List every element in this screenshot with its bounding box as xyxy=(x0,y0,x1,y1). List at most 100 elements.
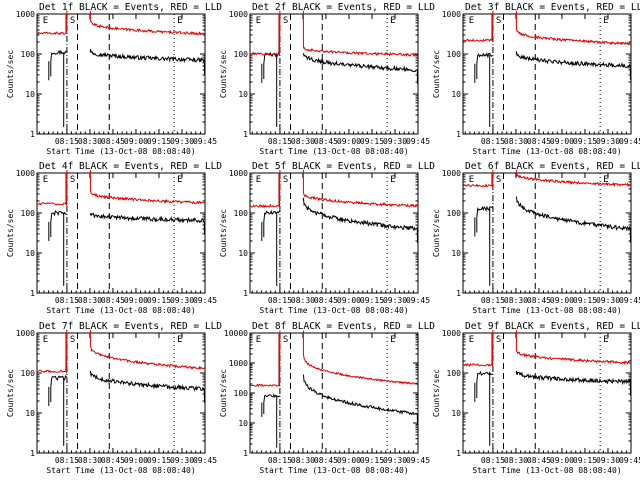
time-marker-label: E xyxy=(177,16,182,26)
y-tick-label: 1000 xyxy=(16,10,35,19)
x-axis-label: Start Time (13-Oct-08 08:08:40) xyxy=(472,147,621,156)
events-series-line xyxy=(302,53,418,84)
x-tick-label: 09:15 xyxy=(360,296,384,305)
x-tick-label: 09:30 xyxy=(596,137,620,146)
y-tick-label: 1000 xyxy=(16,329,35,338)
panel-1: Det 1f BLACK = Events, RED = LLD 1 10 100 10… xyxy=(6,2,222,156)
x-tick-label: 08:15 xyxy=(481,137,505,146)
time-marker-label: E xyxy=(256,16,261,26)
x-tick-label: 08:30 xyxy=(504,456,528,465)
time-marker-label: S xyxy=(283,335,288,345)
x-tick-label: 08:15 xyxy=(55,456,79,465)
time-marker-label: E xyxy=(43,335,48,345)
x-tick-label: 09:45 xyxy=(193,456,217,465)
y-tick-label: 1 xyxy=(456,289,461,298)
panel-2: Det 2f BLACK = Events, RED = LLD 1 10 100 10… xyxy=(219,2,435,156)
x-tick-label: 09:30 xyxy=(383,296,407,305)
x-tick-label: 09:15 xyxy=(573,137,597,146)
x-tick-label: 09:15 xyxy=(360,137,384,146)
x-tick-label: 08:45 xyxy=(314,137,338,146)
lld-series-line xyxy=(37,329,68,374)
y-tick-label: 100 xyxy=(234,209,249,218)
y-tick-label: 1 xyxy=(456,130,461,139)
panel-4: Det 4f BLACK = Events, RED = LLD 1 10 100 10… xyxy=(6,161,222,315)
time-marker-label: E xyxy=(390,335,395,345)
y-tick-label: 1000 xyxy=(229,359,248,368)
x-tick-label: 08:45 xyxy=(314,456,338,465)
y-tick-label: 10 xyxy=(451,409,461,418)
time-marker-label: S xyxy=(496,335,501,345)
x-tick-label: 09:00 xyxy=(337,296,361,305)
lld-series-line xyxy=(302,330,418,385)
plot-frame xyxy=(36,13,206,135)
time-marker-label: E xyxy=(390,175,395,185)
plot-frame xyxy=(36,332,206,454)
lld-series-line xyxy=(515,329,631,366)
y-tick-label: 10 xyxy=(451,90,461,99)
x-tick-label: 09:45 xyxy=(406,137,430,146)
lld-series-line xyxy=(302,169,418,208)
time-marker-label: E xyxy=(469,16,474,26)
y-tick-label: 10 xyxy=(25,249,35,258)
events-series-line xyxy=(263,393,280,414)
x-tick-label: 09:30 xyxy=(170,137,194,146)
x-tick-label: 08:15 xyxy=(268,137,292,146)
y-tick-label: 1000 xyxy=(442,169,461,178)
x-tick-label: 08:30 xyxy=(78,137,102,146)
y-tick-label: 1000 xyxy=(229,10,248,19)
x-tick-label: 09:15 xyxy=(573,456,597,465)
x-tick-label: 08:15 xyxy=(481,456,505,465)
lld-series-line xyxy=(36,10,68,36)
x-tick-label: 08:45 xyxy=(101,137,125,146)
plot-frame xyxy=(462,172,632,294)
x-tick-label: 09:30 xyxy=(170,456,194,465)
x-tick-label: 08:15 xyxy=(268,456,292,465)
x-tick-label: 09:45 xyxy=(619,137,640,146)
events-series-line xyxy=(515,196,631,243)
x-tick-label: 09:30 xyxy=(596,456,620,465)
x-tick-label: 09:30 xyxy=(383,137,407,146)
x-axis-label: Start Time (13-Oct-08 08:08:40) xyxy=(472,466,621,475)
x-tick-label: 08:30 xyxy=(504,137,528,146)
time-marker-label: S xyxy=(496,175,501,185)
x-tick-label: 09:00 xyxy=(550,296,574,305)
panel-title: Det 8f BLACK = Events, RED = LLD xyxy=(252,321,435,332)
time-marker-label: E xyxy=(603,335,608,345)
panel-3: Det 3f BLACK = Events, RED = LLD 1 10 100 10… xyxy=(432,2,640,156)
x-tick-label: 09:45 xyxy=(619,456,640,465)
x-tick-label: 08:15 xyxy=(481,296,505,305)
x-tick-label: 09:15 xyxy=(360,456,384,465)
x-tick-label: 08:15 xyxy=(55,137,79,146)
time-marker-label: E xyxy=(43,16,48,26)
y-axis-label: Counts/sec xyxy=(6,209,15,257)
x-tick-label: 08:30 xyxy=(291,296,315,305)
y-tick-label: 10 xyxy=(238,90,248,99)
panel-title: Det 7f BLACK = Events, RED = LLD xyxy=(39,321,222,332)
y-tick-label: 100 xyxy=(234,50,249,59)
lld-series-line xyxy=(89,10,205,36)
x-tick-label: 08:45 xyxy=(101,456,125,465)
panel-title: Det 2f BLACK = Events, RED = LLD xyxy=(252,2,435,13)
plot-frame xyxy=(462,13,632,135)
x-tick-label: 09:00 xyxy=(550,456,574,465)
y-tick-label: 1 xyxy=(243,289,248,298)
y-axis-label: Counts/sec xyxy=(6,50,15,98)
lld-series-line xyxy=(462,10,494,43)
time-marker-label: S xyxy=(283,175,288,185)
y-tick-label: 1000 xyxy=(442,329,461,338)
panel-title: Det 1f BLACK = Events, RED = LLD xyxy=(39,2,222,13)
time-marker-label: S xyxy=(70,16,75,26)
time-marker-label: S xyxy=(283,16,288,26)
y-tick-label: 1 xyxy=(30,449,35,458)
x-tick-label: 09:45 xyxy=(193,296,217,305)
y-tick-label: 10 xyxy=(25,409,35,418)
x-axis-label: Start Time (13-Oct-08 08:08:40) xyxy=(472,306,621,315)
panel-9: Det 9f BLACK = Events, RED = LLD 1 10 100 10… xyxy=(432,321,640,475)
x-tick-label: 09:15 xyxy=(573,296,597,305)
x-axis-label: Start Time (13-Oct-08 08:08:40) xyxy=(46,466,195,475)
x-tick-label: 09:00 xyxy=(550,137,574,146)
events-series-line xyxy=(89,370,205,403)
y-tick-label: 100 xyxy=(234,389,249,398)
time-marker-label: S xyxy=(70,175,75,185)
x-axis-label: Start Time (13-Oct-08 08:08:40) xyxy=(46,306,195,315)
